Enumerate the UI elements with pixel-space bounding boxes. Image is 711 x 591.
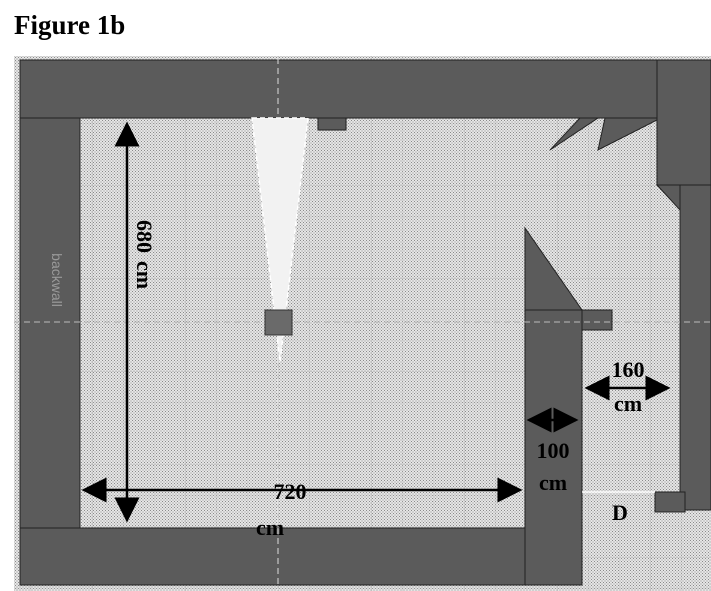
dim-value: 680 (132, 220, 157, 253)
width-dim-unit: cm (256, 515, 284, 540)
floor-plan: backwall 680 cm 720 cm 100 cm 160 cm D (14, 56, 711, 591)
dim-unit: cm (132, 261, 157, 289)
camera-view (251, 117, 309, 363)
wall-dim-unit: cm (539, 470, 567, 495)
height-dimension: 680 cm (132, 220, 157, 289)
wall-dim-value: 100 (537, 438, 570, 463)
walls (19, 59, 711, 586)
width-dim-value: 720 (274, 479, 307, 504)
camera (264, 309, 293, 336)
door-dim-value: 160 (612, 357, 645, 382)
dimension-arrows (81, 121, 671, 523)
door-dim-unit: cm (614, 391, 642, 416)
door-label: D (612, 500, 628, 525)
wall-label: backwall (49, 253, 65, 307)
figure-title: Figure 1b (14, 10, 125, 40)
